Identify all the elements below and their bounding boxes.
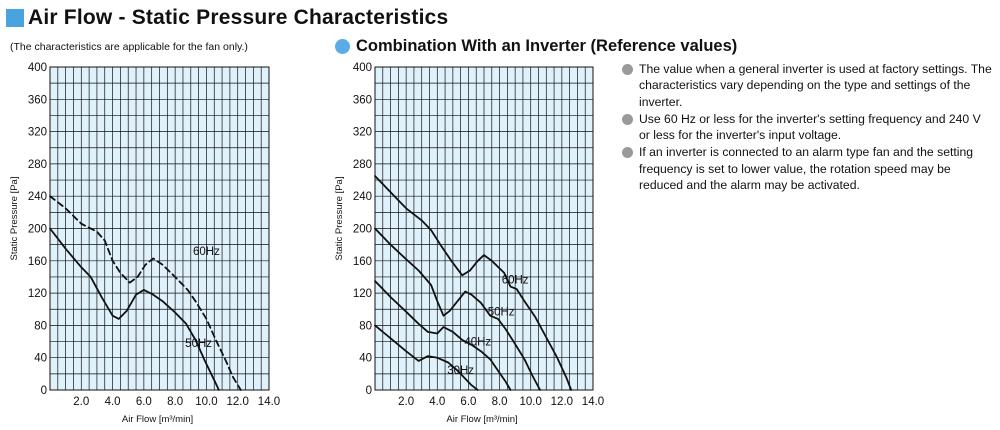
series-line-60hz	[49, 195, 242, 391]
y-tick-label: 400	[353, 62, 372, 74]
y-tick-label: 40	[34, 353, 47, 365]
series-label-50hz: 50Hz	[488, 307, 515, 319]
series-line-30hz	[374, 324, 479, 391]
x-tick-label: 8.0	[167, 396, 183, 408]
series-line-60hz	[374, 175, 573, 391]
y-tick-label: 360	[28, 94, 47, 106]
y-tick-label: 280	[353, 159, 372, 171]
y-tick-label: 200	[353, 224, 372, 236]
series-label-50hz: 50Hz	[185, 338, 212, 350]
gray-bullet-icon	[622, 147, 633, 159]
note-item: If an inverter is connected to an alarm …	[622, 144, 994, 193]
bullet-dot-icon	[335, 39, 350, 54]
x-axis-label: Air Flow [m³/min]	[446, 414, 517, 425]
chart2-plot: 0 40 80 120 160 200 240 280 320 360 400 2.0 4.0 6.0 8.…	[334, 62, 604, 425]
y-tick-label: 400	[28, 62, 47, 74]
x-tick-label: 6.0	[460, 396, 476, 408]
y-tick-label: 320	[28, 127, 47, 139]
y-tick-label: 120	[353, 288, 372, 300]
y-tick-label: 240	[353, 191, 372, 203]
y-axis-label: Static Pressure [Pa]	[9, 177, 20, 261]
gray-bullet-icon	[622, 113, 633, 125]
x-tick-label: 14.0	[258, 396, 280, 408]
note-text: Use 60 Hz or less for the inverter's set…	[639, 111, 981, 143]
applicability-note: (The characteristics are applicable for …	[10, 41, 248, 53]
y-tick-label: 320	[353, 127, 372, 139]
series-label-60hz: 60Hz	[193, 246, 220, 258]
y-tick-label: 0	[41, 385, 47, 397]
y-tick-label: 80	[359, 320, 372, 332]
y-tick-label: 200	[28, 224, 47, 236]
series-line-50hz	[374, 227, 541, 391]
page-title: Air Flow - Static Pressure Characteristi…	[28, 6, 449, 29]
y-tick-label: 0	[366, 385, 372, 397]
inverter-title-row: Combination With an Inverter (Reference …	[335, 37, 737, 56]
y-tick-label: 160	[28, 256, 47, 268]
x-tick-label: 14.0	[582, 396, 604, 408]
x-tick-label: 6.0	[136, 396, 152, 408]
series-label-60hz: 60Hz	[502, 274, 529, 286]
inverter-section-title: Combination With an Inverter (Reference …	[356, 37, 738, 55]
note-text: The value when a general inverter is use…	[639, 62, 992, 109]
note-item: The value when a general inverter is use…	[622, 61, 994, 110]
y-axis-label: Static Pressure [Pa]	[334, 177, 345, 261]
x-tick-label: 10.0	[520, 396, 542, 408]
title-square-icon	[6, 9, 24, 27]
x-tick-label: 4.0	[105, 396, 121, 408]
x-axis-label: Air Flow [m³/min]	[122, 414, 193, 425]
x-tick-label: 4.0	[429, 396, 445, 408]
y-tick-label: 280	[28, 159, 47, 171]
gray-bullet-icon	[622, 64, 633, 75]
x-tick-label: 2.0	[398, 396, 414, 408]
series-line-50hz	[49, 227, 220, 391]
x-tick-label: 2.0	[73, 396, 89, 408]
series-label-30hz: 30Hz	[447, 365, 474, 377]
y-tick-label: 80	[34, 320, 47, 332]
y-tick-label: 120	[28, 288, 47, 300]
y-tick-label: 240	[28, 191, 47, 203]
x-tick-label: 12.0	[551, 396, 573, 408]
chart1-plot: 0 40 80 120 160 200 240 280 320 360 400 2.0 4.0 6.0 8.…	[9, 62, 280, 425]
y-tick-label: 40	[359, 353, 372, 365]
x-tick-label: 10.0	[195, 396, 217, 408]
series-label-40hz: 40Hz	[464, 337, 491, 349]
series-line-40hz	[374, 280, 512, 391]
y-tick-label: 360	[353, 94, 372, 106]
note-item: Use 60 Hz or less for the inverter's set…	[622, 111, 994, 144]
y-tick-label: 160	[353, 256, 372, 268]
note-text: If an inverter is connected to an alarm …	[639, 145, 974, 193]
x-tick-label: 8.0	[492, 396, 508, 408]
inverter-notes: The value when a general inverter is use…	[622, 61, 994, 194]
x-tick-label: 12.0	[227, 396, 249, 408]
title-row: Air Flow - Static Pressure Characteristi…	[6, 6, 448, 30]
